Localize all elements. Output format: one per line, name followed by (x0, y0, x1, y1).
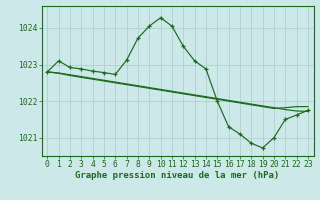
X-axis label: Graphe pression niveau de la mer (hPa): Graphe pression niveau de la mer (hPa) (76, 171, 280, 180)
